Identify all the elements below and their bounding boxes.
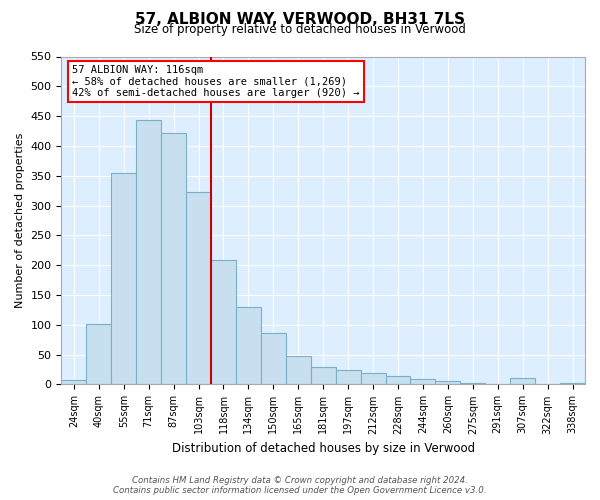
Bar bbox=[86, 324, 111, 384]
Bar bbox=[386, 376, 410, 384]
Y-axis label: Number of detached properties: Number of detached properties bbox=[15, 133, 25, 308]
X-axis label: Distribution of detached houses by size in Verwood: Distribution of detached houses by size … bbox=[172, 442, 475, 455]
Bar bbox=[211, 260, 236, 384]
Text: Size of property relative to detached houses in Verwood: Size of property relative to detached ho… bbox=[134, 24, 466, 36]
Text: 57 ALBION WAY: 116sqm
← 58% of detached houses are smaller (1,269)
42% of semi-d: 57 ALBION WAY: 116sqm ← 58% of detached … bbox=[72, 64, 359, 98]
Text: Contains HM Land Registry data © Crown copyright and database right 2024.
Contai: Contains HM Land Registry data © Crown c… bbox=[113, 476, 487, 495]
Bar bbox=[286, 356, 311, 384]
Text: 57, ALBION WAY, VERWOOD, BH31 7LS: 57, ALBION WAY, VERWOOD, BH31 7LS bbox=[135, 12, 465, 28]
Bar bbox=[335, 370, 361, 384]
Bar bbox=[460, 382, 485, 384]
Bar bbox=[236, 307, 261, 384]
Bar bbox=[410, 379, 436, 384]
Bar bbox=[111, 174, 136, 384]
Bar bbox=[186, 192, 211, 384]
Bar bbox=[436, 382, 460, 384]
Bar bbox=[311, 367, 335, 384]
Bar bbox=[61, 380, 86, 384]
Bar bbox=[261, 333, 286, 384]
Bar bbox=[161, 133, 186, 384]
Bar bbox=[136, 120, 161, 384]
Bar bbox=[510, 378, 535, 384]
Bar bbox=[361, 372, 386, 384]
